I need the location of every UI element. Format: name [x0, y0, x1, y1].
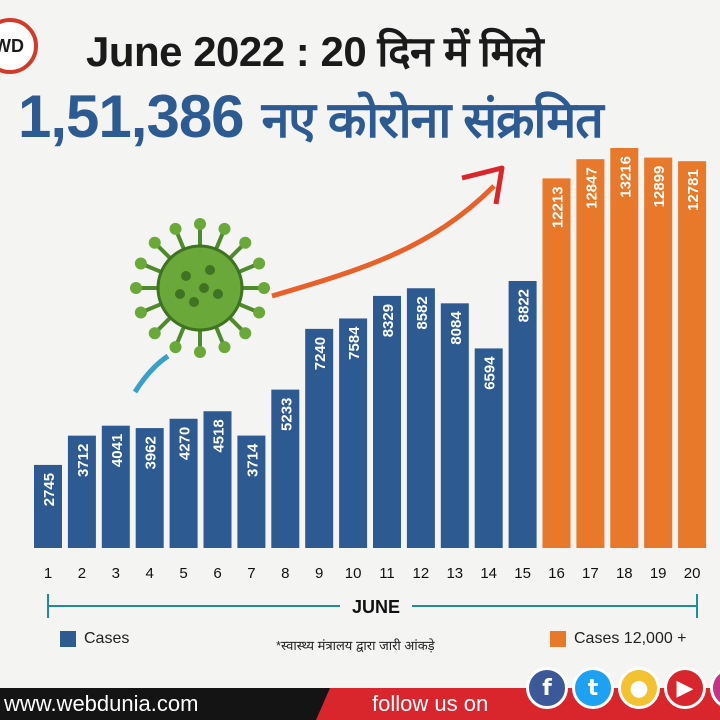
bar-label-2: 3712 — [75, 444, 92, 477]
bar-label-10: 7584 — [346, 326, 363, 360]
legend-swatch-cases-high — [550, 631, 566, 647]
bar-label-18: 13216 — [617, 156, 634, 198]
legend-cases: Cases — [60, 630, 129, 648]
twitter-icon[interactable]: t — [572, 667, 614, 709]
x-tick-17: 17 — [582, 565, 599, 582]
x-tick-15: 15 — [514, 565, 531, 582]
bar-label-7: 3714 — [244, 443, 261, 477]
x-tick-19: 19 — [650, 565, 667, 582]
bar-label-15: 8822 — [516, 289, 533, 322]
page-title: June 2022 : 20 दिन में मिले — [86, 28, 544, 75]
legend-swatch-cases — [60, 631, 76, 647]
bar-day-1 — [34, 464, 62, 548]
x-tick-4: 4 — [146, 565, 154, 582]
total-cases: 1,51,386 — [18, 83, 245, 150]
legend-label-cases: Cases — [84, 630, 130, 647]
virus-icon — [130, 218, 270, 358]
x-tick-3: 3 — [112, 565, 120, 582]
bar-label-3: 4041 — [109, 434, 126, 467]
bar-label-8: 5233 — [278, 398, 295, 431]
trend-arrow — [271, 184, 496, 299]
source-footnote: *स्वास्थ्य मंत्रालय द्वारा जारी आंकड़े — [276, 638, 435, 653]
trend-line-start — [132, 353, 170, 394]
bar-day-18 — [610, 148, 639, 548]
bar-day-20 — [678, 161, 707, 548]
bar-day-9 — [305, 328, 334, 548]
x-tick-12: 12 — [413, 565, 430, 582]
facebook-icon[interactable]: f — [526, 667, 568, 709]
x-tick-6: 6 — [213, 565, 221, 582]
trend-arrow-head — [461, 165, 505, 205]
bar-day-19 — [644, 157, 673, 549]
bar-label-11: 8329 — [380, 304, 397, 337]
bar-label-9: 7240 — [312, 337, 329, 370]
bar-day-8 — [271, 389, 300, 548]
bar-day-4 — [135, 428, 164, 548]
instagram-icon[interactable]: ◎ — [710, 667, 720, 709]
x-tick-1: 1 — [44, 565, 52, 582]
youtube-icon[interactable]: ▶ — [664, 667, 706, 709]
headline-text: नए कोरोना संक्रमित — [261, 92, 604, 148]
bar-label-6: 4518 — [211, 419, 228, 452]
bar-label-5: 4270 — [177, 427, 194, 460]
webdunia-logo: WD — [0, 18, 38, 74]
headline: 1,51,386 नए कोरोना संक्रमित — [18, 82, 604, 152]
bar-day-2 — [67, 435, 96, 548]
bar-label-13: 8084 — [448, 311, 465, 345]
bar-day-3 — [101, 425, 130, 548]
x-axis-label: JUNE — [352, 597, 400, 617]
x-tick-11: 11 — [379, 565, 395, 582]
bar-day-17 — [576, 159, 605, 548]
bar-day-12 — [406, 288, 435, 548]
x-tick-10: 10 — [345, 565, 362, 582]
bar-day-13 — [440, 303, 469, 548]
bar-day-6 — [203, 411, 232, 548]
bar-label-20: 12781 — [685, 169, 702, 211]
bar-day-5 — [169, 418, 198, 548]
x-tick-9: 9 — [315, 565, 323, 582]
x-tick-8: 8 — [281, 565, 289, 582]
bar-label-17: 12847 — [583, 167, 600, 209]
bar-label-12: 8582 — [414, 296, 431, 329]
bar-label-1: 2745 — [41, 473, 58, 506]
bar-day-16 — [542, 178, 571, 548]
bar-day-7 — [237, 435, 266, 548]
bar-label-16: 12213 — [550, 186, 567, 228]
legend-cases-high: Cases 12,000 + — [550, 630, 687, 648]
bar-day-14 — [474, 348, 503, 548]
x-tick-7: 7 — [247, 565, 255, 582]
x-tick-2: 2 — [78, 565, 86, 582]
koo-icon[interactable]: ● — [618, 667, 660, 709]
bar-label-19: 12899 — [651, 166, 668, 208]
bar-day-15 — [508, 280, 537, 548]
social-icons: ft●▶◎ — [526, 667, 720, 709]
bar-day-10 — [339, 318, 368, 548]
footer-site[interactable]: www.webdunia.com — [0, 688, 330, 720]
bar-day-11 — [373, 295, 401, 548]
bar-label-4: 3962 — [143, 436, 160, 469]
logo-text: WD — [0, 35, 24, 56]
x-tick-14: 14 — [480, 565, 497, 582]
x-tick-18: 18 — [616, 565, 633, 582]
site-url[interactable]: www.webdunia.com — [4, 691, 199, 716]
x-tick-13: 13 — [446, 565, 463, 582]
x-tick-5: 5 — [179, 565, 187, 582]
legend-label-cases-high: Cases 12,000 + — [574, 630, 687, 647]
x-tick-16: 16 — [548, 565, 565, 582]
bar-label-14: 6594 — [482, 356, 499, 390]
follow-text: follow us on — [372, 691, 489, 716]
x-tick-20: 20 — [684, 565, 701, 582]
